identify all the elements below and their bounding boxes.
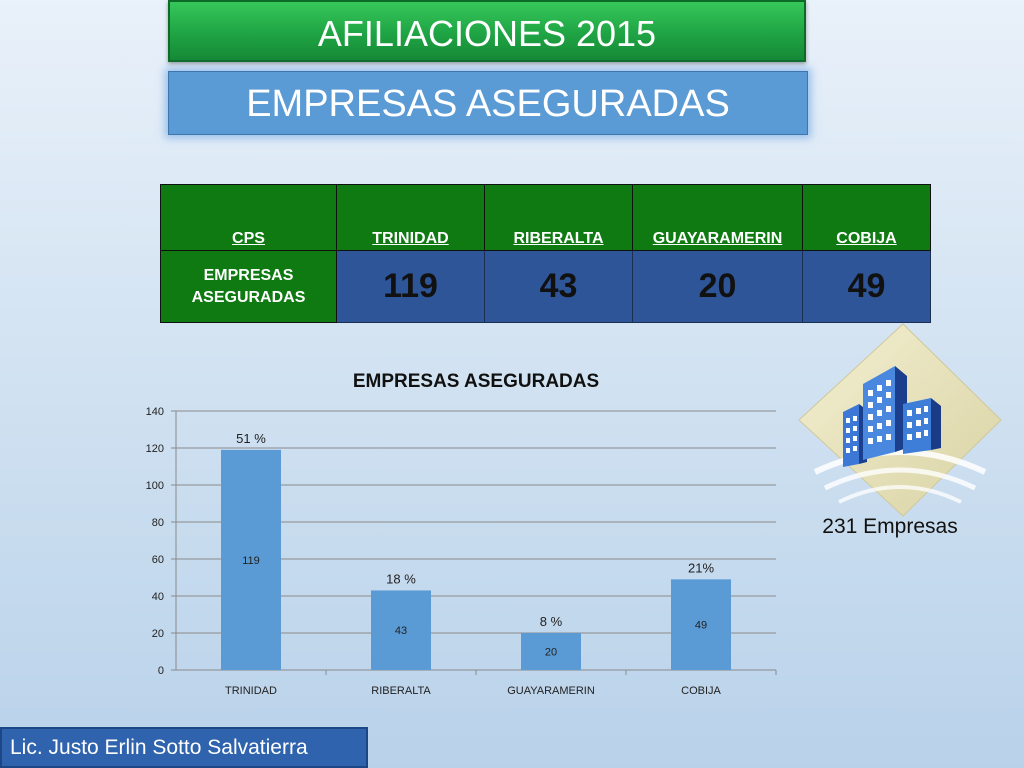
table-header-cps: CPS bbox=[160, 184, 337, 251]
table-header-trinidad: TRINIDAD bbox=[336, 184, 485, 251]
bar bbox=[671, 579, 731, 670]
cps-table: CPS TRINIDAD RIBERALTA GUAYARAMERIN COBI… bbox=[160, 184, 931, 323]
table-value-cobija: 49 bbox=[802, 250, 931, 323]
y-tick-label: 20 bbox=[152, 628, 164, 640]
chart-svg: EMPRESAS ASEGURADAS 0 20 40 60 80 100 120 140 119… bbox=[146, 371, 777, 697]
y-tick-label: 40 bbox=[152, 591, 164, 603]
table-header-guayaramerin: GUAYARAMERIN bbox=[632, 184, 803, 251]
table-value-riberalta: 43 bbox=[484, 250, 633, 323]
bar-value-label: 43 bbox=[395, 625, 407, 637]
total-empresas: 231 Empresas bbox=[822, 515, 958, 538]
table-header-row: CPS TRINIDAD RIBERALTA GUAYARAMERIN COBI… bbox=[160, 184, 931, 251]
x-tick-label: RIBERALTA bbox=[371, 685, 431, 697]
table-header-cobija: COBIJA bbox=[802, 184, 931, 251]
bar bbox=[221, 449, 281, 670]
bar-chart: EMPRESAS ASEGURADAS 0 20 40 60 80 100 120 140 119… bbox=[110, 360, 790, 700]
bar-percent-label: 21% bbox=[688, 560, 714, 575]
row-label-line1: EMPRESAS bbox=[203, 266, 294, 284]
y-tick-label: 0 bbox=[158, 665, 164, 677]
table-value-guayaramerin: 20 bbox=[632, 250, 803, 323]
table-header-riberalta: RIBERALTA bbox=[484, 184, 633, 251]
bar-value-label: 20 bbox=[545, 647, 557, 659]
bar-percent-label: 8 % bbox=[540, 614, 563, 629]
bar-percent-label: 18 % bbox=[386, 571, 416, 586]
y-tick-label: 60 bbox=[152, 554, 164, 566]
y-tick-label: 120 bbox=[146, 443, 164, 455]
table-value-trinidad: 119 bbox=[336, 250, 485, 323]
slide-subtitle: EMPRESAS ASEGURADAS bbox=[168, 71, 808, 135]
y-tick-label: 80 bbox=[152, 517, 164, 529]
bar bbox=[371, 590, 431, 670]
bar-percent-label: 51 % bbox=[236, 431, 266, 446]
y-tick-label: 100 bbox=[146, 480, 164, 492]
bar-value-label: 49 bbox=[695, 620, 707, 632]
bar bbox=[521, 633, 581, 670]
x-tick-label: GUAYARAMERIN bbox=[507, 685, 595, 697]
x-tick-label: COBIJA bbox=[681, 685, 721, 697]
chart-title: EMPRESAS ASEGURADAS bbox=[353, 371, 599, 392]
table-row: EMPRESAS ASEGURADAS 119 43 20 49 bbox=[160, 250, 931, 323]
author-name: Lic. Justo Erlin Sotto Salvatierra bbox=[0, 727, 368, 768]
y-tick-label: 140 bbox=[146, 406, 164, 418]
slide-title: AFILIACIONES 2015 bbox=[168, 0, 806, 62]
buildings-logo bbox=[798, 323, 1002, 517]
bar-value-label: 119 bbox=[242, 555, 260, 567]
row-label-line2: ASEGURADAS bbox=[191, 288, 306, 306]
x-tick-label: TRINIDAD bbox=[225, 685, 277, 697]
table-row-label: EMPRESAS ASEGURADAS bbox=[160, 250, 337, 323]
